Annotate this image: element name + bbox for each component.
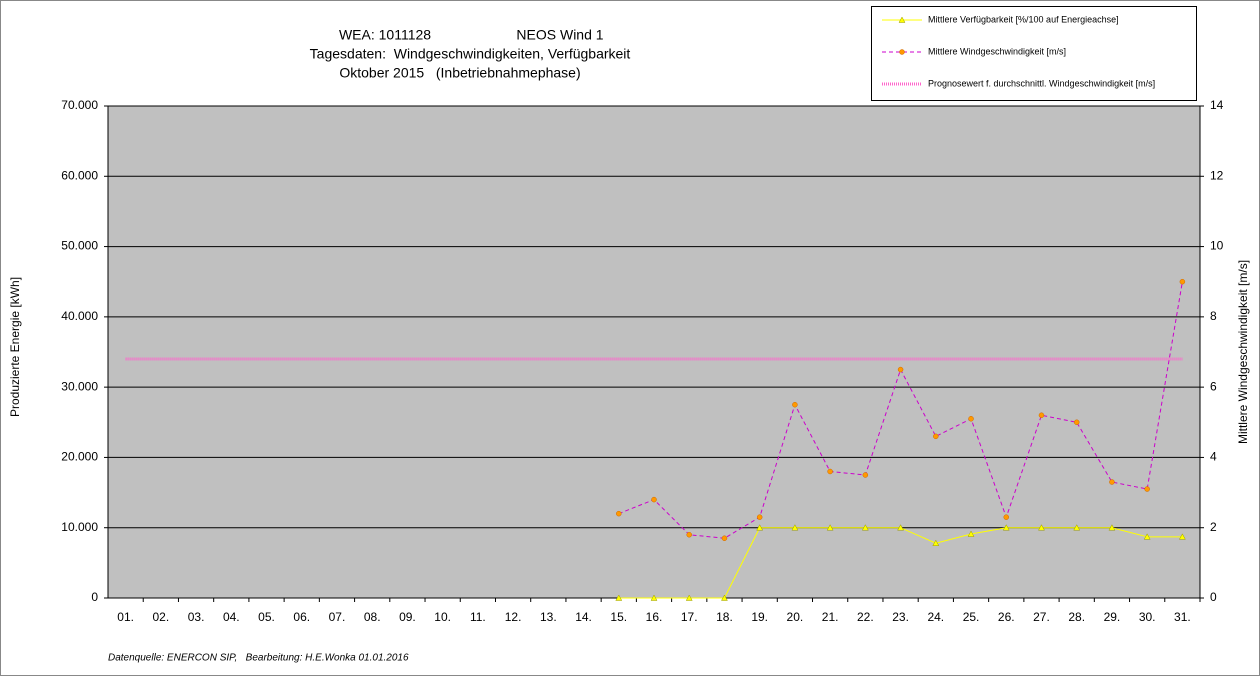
- x-tick-label: 22.: [857, 610, 874, 624]
- legend-label: Mittlere Verfügbarkeit [%/100 auf Energi…: [928, 14, 1119, 24]
- x-tick-label: 26.: [998, 610, 1015, 624]
- y-tick-label: 70.000: [61, 98, 98, 112]
- x-tick-label: 31.: [1174, 610, 1191, 624]
- x-tick-label: 06.: [293, 610, 310, 624]
- x-tick-label: 14.: [575, 610, 592, 624]
- data-point: [756, 524, 764, 531]
- x-tick-label: 27.: [1033, 610, 1050, 624]
- data-point: [968, 416, 974, 422]
- legend-box: [871, 6, 1197, 101]
- data-point: [1179, 278, 1186, 285]
- x-tick-label: 24.: [927, 610, 944, 624]
- y-tick-label: 50.000: [61, 239, 98, 253]
- x-tick-label: 04.: [223, 610, 240, 624]
- y-tick-label: 20.000: [61, 450, 98, 464]
- legend-marker: [899, 49, 905, 55]
- x-tick-label: 13.: [540, 610, 557, 624]
- data-point: [897, 366, 904, 373]
- data-point: [1003, 514, 1010, 520]
- data-point: [1109, 479, 1115, 485]
- x-tick-label: 18.: [716, 610, 733, 624]
- data-point: [686, 531, 692, 538]
- x-tick-label: 29.: [1104, 610, 1121, 624]
- x-tick-label: 05.: [258, 610, 275, 624]
- data-point: [721, 535, 728, 542]
- data-point: [616, 510, 622, 517]
- x-tick-label: 23.: [892, 610, 909, 624]
- x-tick-label: 09.: [399, 610, 416, 624]
- data-point: [1144, 486, 1150, 492]
- x-tick-label: 02.: [152, 610, 169, 624]
- data-point: [756, 514, 763, 520]
- data-point: [1178, 533, 1186, 540]
- data-point: [826, 524, 834, 531]
- y-axis-label: Produzierte Energie [kWh]: [8, 277, 22, 417]
- title-line: WEA: 1011128: [339, 27, 431, 43]
- data-point: [1038, 524, 1045, 531]
- data-point: [967, 530, 975, 537]
- y2-tick-label: 14: [1210, 98, 1224, 112]
- data-point: [933, 433, 939, 440]
- data-point: [1143, 533, 1151, 540]
- title-line: Tagesdaten: Windgeschwindigkeiten, Verfü…: [310, 46, 631, 62]
- data-point: [721, 594, 728, 601]
- x-tick-label: 25.: [963, 610, 980, 624]
- x-tick-label: 19.: [751, 610, 768, 624]
- y-tick-label: 40.000: [61, 309, 98, 323]
- plot-area: [108, 106, 1200, 598]
- y2-tick-label: 2: [1210, 520, 1217, 534]
- y2-tick-label: 6: [1210, 379, 1217, 393]
- data-point: [685, 594, 693, 601]
- data-point: [651, 496, 657, 503]
- data-point: [897, 524, 905, 531]
- title-line: NEOS Wind 1: [516, 27, 603, 43]
- x-tick-label: 20.: [787, 610, 804, 624]
- data-point: [932, 539, 940, 546]
- x-tick-label: 10.: [434, 610, 451, 624]
- data-point: [1073, 524, 1081, 531]
- x-tick-label: 28.: [1068, 610, 1085, 624]
- data-point: [1002, 524, 1010, 531]
- legend-label: Mittlere Windgeschwindigkeit [m/s]: [928, 46, 1066, 56]
- legend-marker: [898, 16, 906, 23]
- x-tick-label: 08.: [364, 610, 381, 624]
- x-tick-label: 30.: [1139, 610, 1156, 624]
- legend-label: Prognosewert f. durchschnittl. Windgesch…: [928, 78, 1155, 88]
- x-tick-label: 03.: [188, 610, 205, 624]
- data-point: [615, 594, 623, 601]
- data-point: [827, 468, 833, 475]
- data-point: [1073, 419, 1080, 426]
- y-tick-label: 10.000: [61, 520, 98, 534]
- x-tick-label: 12.: [505, 610, 522, 624]
- data-point: [791, 524, 799, 531]
- x-tick-label: 15.: [610, 610, 627, 624]
- y2-tick-label: 4: [1210, 450, 1217, 464]
- y2-tick-label: 12: [1210, 168, 1224, 182]
- x-tick-label: 16.: [646, 610, 663, 624]
- data-point: [861, 524, 869, 531]
- y2-tick-label: 0: [1210, 590, 1217, 604]
- data-point: [862, 472, 869, 478]
- title-line: Oktober 2015 (Inbetriebnahmephase): [339, 65, 580, 81]
- y-tick-label: 30.000: [61, 379, 98, 393]
- data-point: [1038, 412, 1045, 419]
- x-tick-label: 11.: [470, 610, 486, 624]
- x-tick-label: 01.: [117, 610, 134, 624]
- y2-tick-label: 10: [1210, 239, 1224, 253]
- y-tick-label: 0: [91, 590, 98, 604]
- y2-tick-label: 8: [1210, 309, 1217, 323]
- source-note: Datenquelle: ENERCON SIP, Bearbeitung: H…: [108, 653, 409, 664]
- y-tick-label: 60.000: [61, 168, 98, 182]
- data-point: [792, 401, 798, 408]
- x-tick-label: 21.: [822, 610, 839, 624]
- y2-axis-label: Mittlere Windgeschwindigkeit [m/s]: [1236, 260, 1250, 444]
- x-tick-label: 17.: [681, 610, 698, 624]
- data-point: [650, 594, 658, 601]
- x-tick-label: 07.: [329, 610, 346, 624]
- data-point: [1108, 524, 1116, 531]
